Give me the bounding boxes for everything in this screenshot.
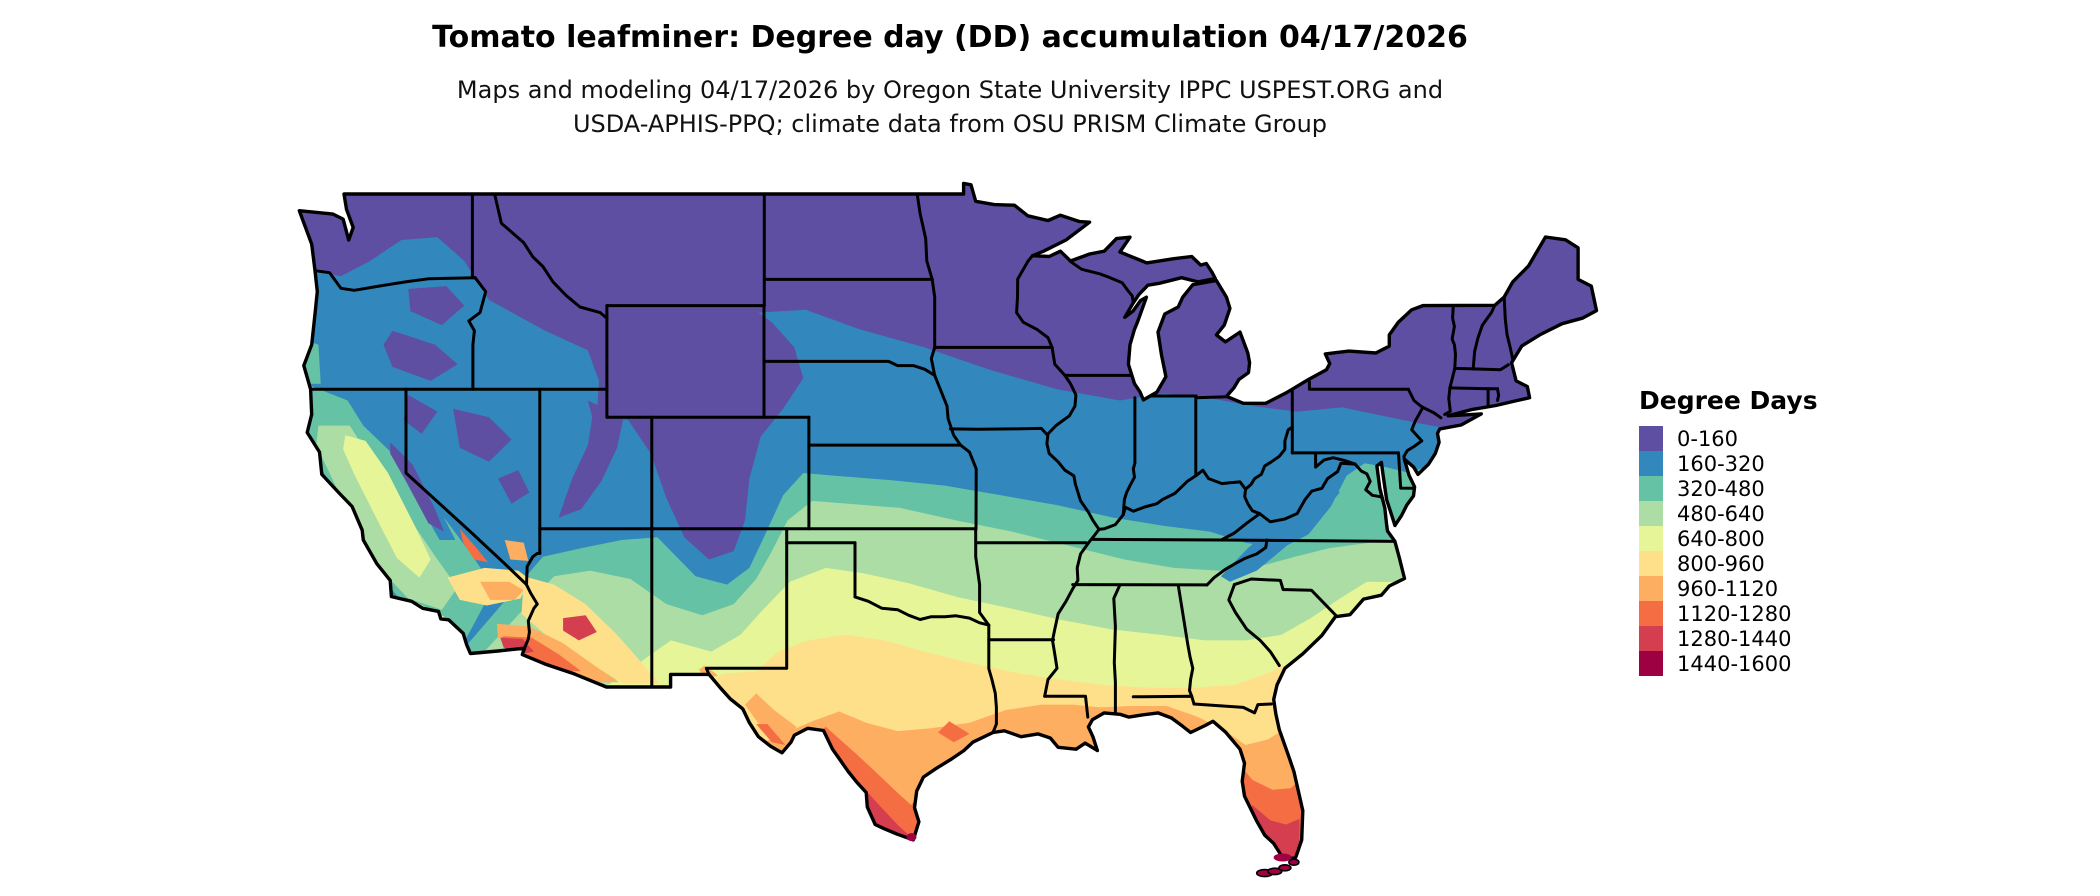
legend-item: 480-640 <box>1639 501 1818 526</box>
legend-item: 1440-1600 <box>1639 651 1818 676</box>
florida-tip-dot <box>1273 853 1292 862</box>
header: Tomato leafminer: Degree day (DD) accumu… <box>0 0 1900 141</box>
legend-label: 1280-1440 <box>1677 626 1792 651</box>
legend-swatch <box>1639 451 1663 476</box>
legend-item: 1120-1280 <box>1639 601 1818 626</box>
legend-swatch <box>1639 651 1663 676</box>
legend-item: 160-320 <box>1639 451 1818 476</box>
legend-swatch <box>1639 501 1663 526</box>
legend-swatch <box>1639 576 1663 601</box>
legend-items: 0-160 160-320 320-480 480-640 640-800 800-960… <box>1639 426 1818 676</box>
florida-keys-dot <box>1288 858 1300 867</box>
state-boundaries <box>309 192 1515 734</box>
legend-swatch <box>1639 526 1663 551</box>
legend-label: 1120-1280 <box>1677 601 1792 626</box>
conus-outline <box>297 181 1599 862</box>
florida-keys-dot <box>1267 867 1283 876</box>
texas-tip-dot <box>906 833 917 842</box>
legend-label: 960-1120 <box>1677 576 1779 601</box>
page-subtitle: Maps and modeling 04/17/2026 by Oregon S… <box>0 73 1900 141</box>
legend-label: 0-160 <box>1677 426 1739 451</box>
legend-item: 1280-1440 <box>1639 626 1818 651</box>
subtitle-line-1: Maps and modeling 04/17/2026 by Oregon S… <box>456 76 1444 104</box>
legend-item: 800-960 <box>1639 551 1818 576</box>
subtitle-line-2: USDA-APHIS-PPQ; climate data from OSU PR… <box>572 110 1328 138</box>
legend-label: 160-320 <box>1677 451 1765 476</box>
legend-swatch <box>1639 601 1663 626</box>
legend-label: 800-960 <box>1677 551 1765 576</box>
legend-label: 320-480 <box>1677 476 1765 501</box>
legend-swatch <box>1639 626 1663 651</box>
degree-days-legend: Degree Days 0-160 160-320 320-480 480-640 64… <box>1639 386 1818 676</box>
florida-keys-dot <box>1278 863 1292 872</box>
legend-swatch <box>1639 551 1663 576</box>
legend-label: 1440-1600 <box>1677 651 1792 676</box>
legend-swatch <box>1639 476 1663 501</box>
legend-item: 320-480 <box>1639 476 1818 501</box>
legend-item: 0-160 <box>1639 426 1818 451</box>
legend-title: Degree Days <box>1639 386 1818 415</box>
legend-swatch <box>1639 426 1663 451</box>
legend-item: 640-800 <box>1639 526 1818 551</box>
legend-item: 960-1120 <box>1639 576 1818 601</box>
legend-label: 480-640 <box>1677 501 1765 526</box>
degree-day-fill-layers <box>299 183 1597 860</box>
legend-label: 640-800 <box>1677 526 1765 551</box>
page-title: Tomato leafminer: Degree day (DD) accumu… <box>432 20 1468 55</box>
